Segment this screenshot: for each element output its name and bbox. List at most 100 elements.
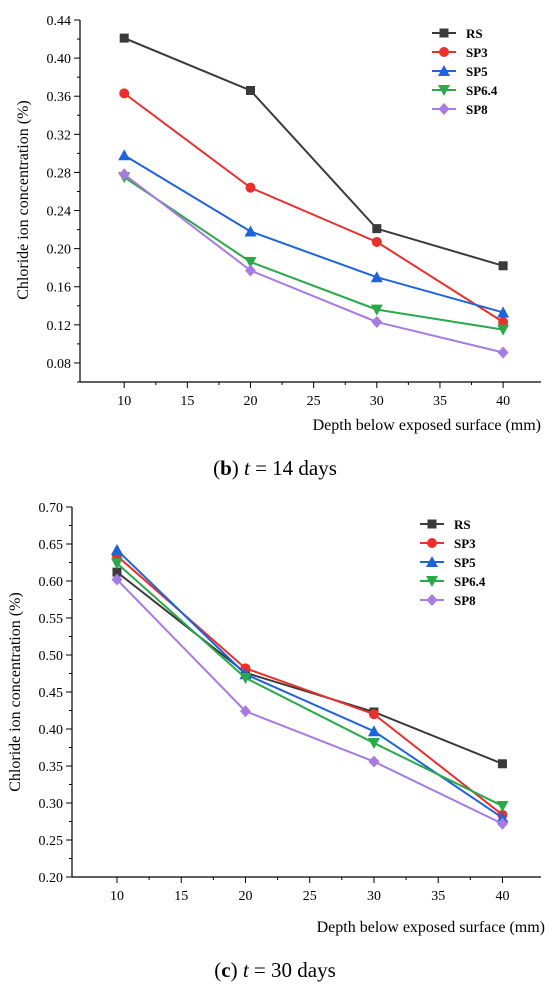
x-tick-label: 10 xyxy=(117,394,131,409)
legend-marker xyxy=(428,520,437,529)
legend-label: SP3 xyxy=(466,45,488,60)
y-tick-label: 0.25 xyxy=(39,834,64,849)
series-sp5 xyxy=(118,149,509,317)
data-point xyxy=(119,168,130,180)
y-tick-label: 0.16 xyxy=(47,281,72,296)
series-sp8 xyxy=(119,168,509,358)
figure-caption: (c) t = 30 days xyxy=(214,958,336,982)
y-tick-label: 0.65 xyxy=(39,538,64,553)
series-line xyxy=(117,572,502,764)
y-tick-label: 0.35 xyxy=(39,760,64,775)
chart-panel-c: 0.200.250.300.350.400.450.500.550.600.65… xyxy=(7,501,545,982)
y-tick-label: 0.70 xyxy=(39,501,64,516)
legend-item: SP3 xyxy=(432,45,488,60)
x-tick-label: 30 xyxy=(367,889,381,904)
legend-label: SP6.4 xyxy=(454,574,486,589)
data-point xyxy=(372,237,382,247)
y-tick-label: 0.20 xyxy=(39,871,64,886)
data-point xyxy=(368,756,379,768)
data-point xyxy=(371,316,382,328)
data-point xyxy=(118,149,130,160)
legend-label: SP3 xyxy=(454,536,476,551)
legend-item: SP8 xyxy=(432,102,488,117)
legend-marker xyxy=(440,29,449,38)
figure-caption: (b) t = 14 days xyxy=(213,456,337,480)
y-axis-label: Chloride ion concentration (%) xyxy=(15,100,32,300)
series-rs xyxy=(112,568,506,769)
y-tick-label: 0.40 xyxy=(47,52,72,67)
y-tick-label: 0.40 xyxy=(39,723,64,738)
series-line xyxy=(117,556,502,815)
y-tick-label: 0.32 xyxy=(47,128,72,143)
y-tick-label: 0.45 xyxy=(39,686,64,701)
legend-item: SP3 xyxy=(420,536,476,551)
caption-text: = 30 days xyxy=(249,958,336,982)
x-tick-label: 35 xyxy=(433,394,447,409)
x-tick-label: 20 xyxy=(244,394,258,409)
legend-item: RS xyxy=(420,517,471,532)
legend-label: SP8 xyxy=(454,593,476,608)
legend-marker xyxy=(439,47,449,57)
x-tick-label: 25 xyxy=(307,394,321,409)
y-tick-label: 0.12 xyxy=(47,319,72,334)
x-axis-label: Depth below exposed surface (mm) xyxy=(317,919,545,936)
data-point xyxy=(498,759,507,768)
legend-item: SP6.4 xyxy=(432,83,498,98)
caption-letter: c xyxy=(221,958,230,982)
x-tick-label: 15 xyxy=(174,889,188,904)
legend-label: SP6.4 xyxy=(466,83,498,98)
x-tick-label: 40 xyxy=(495,889,509,904)
series-line xyxy=(124,155,503,312)
y-tick-label: 0.30 xyxy=(39,797,64,812)
data-point xyxy=(368,738,380,749)
y-tick-label: 0.55 xyxy=(39,612,64,627)
legend-item: SP5 xyxy=(420,555,476,570)
x-tick-label: 35 xyxy=(431,889,445,904)
data-point xyxy=(497,325,509,336)
data-point xyxy=(245,225,257,236)
y-tick-label: 0.08 xyxy=(47,357,72,372)
x-tick-label: 15 xyxy=(180,394,194,409)
legend-marker xyxy=(427,594,438,606)
x-tick-label: 20 xyxy=(238,889,252,904)
series-sp3 xyxy=(119,88,508,327)
series-sp5 xyxy=(111,544,508,823)
y-tick-label: 0.24 xyxy=(47,205,72,220)
y-axis-label: Chloride ion concentration (%) xyxy=(7,592,24,792)
legend-label: RS xyxy=(454,517,471,532)
caption-letter: b xyxy=(220,456,232,480)
legend: RS SP3 SP5 SP6.4 SP8 xyxy=(420,517,486,608)
y-tick-label: 0.28 xyxy=(47,166,72,181)
legend-item: SP8 xyxy=(420,593,476,608)
data-point xyxy=(372,224,381,233)
y-tick-label: 0.44 xyxy=(47,14,72,29)
data-point xyxy=(368,725,380,736)
legend-label: RS xyxy=(466,26,483,41)
x-tick-label: 25 xyxy=(303,889,317,904)
data-point xyxy=(498,346,509,358)
legend-item: SP6.4 xyxy=(420,574,486,589)
data-point xyxy=(369,709,379,719)
data-point xyxy=(120,34,129,43)
legend: RS SP3 SP5 SP6.4 SP8 xyxy=(432,26,498,117)
series-line xyxy=(124,174,503,352)
caption-text: = 14 days xyxy=(250,456,337,480)
data-point xyxy=(246,183,256,193)
data-point xyxy=(499,261,508,270)
legend-label: SP5 xyxy=(454,555,476,570)
y-tick-label: 0.20 xyxy=(47,243,72,258)
y-tick-label: 0.36 xyxy=(47,90,72,105)
legend-marker xyxy=(439,103,450,115)
x-axis-label: Depth below exposed surface (mm) xyxy=(313,417,541,434)
series-rs xyxy=(120,34,508,271)
x-tick-label: 10 xyxy=(110,889,124,904)
legend-item: RS xyxy=(432,26,483,41)
data-point xyxy=(111,544,123,555)
data-point xyxy=(245,265,256,277)
legend-label: SP5 xyxy=(466,64,488,79)
series-line xyxy=(124,93,503,322)
legend-marker xyxy=(427,538,437,548)
legend-label: SP8 xyxy=(466,102,488,117)
x-tick-label: 40 xyxy=(496,394,510,409)
